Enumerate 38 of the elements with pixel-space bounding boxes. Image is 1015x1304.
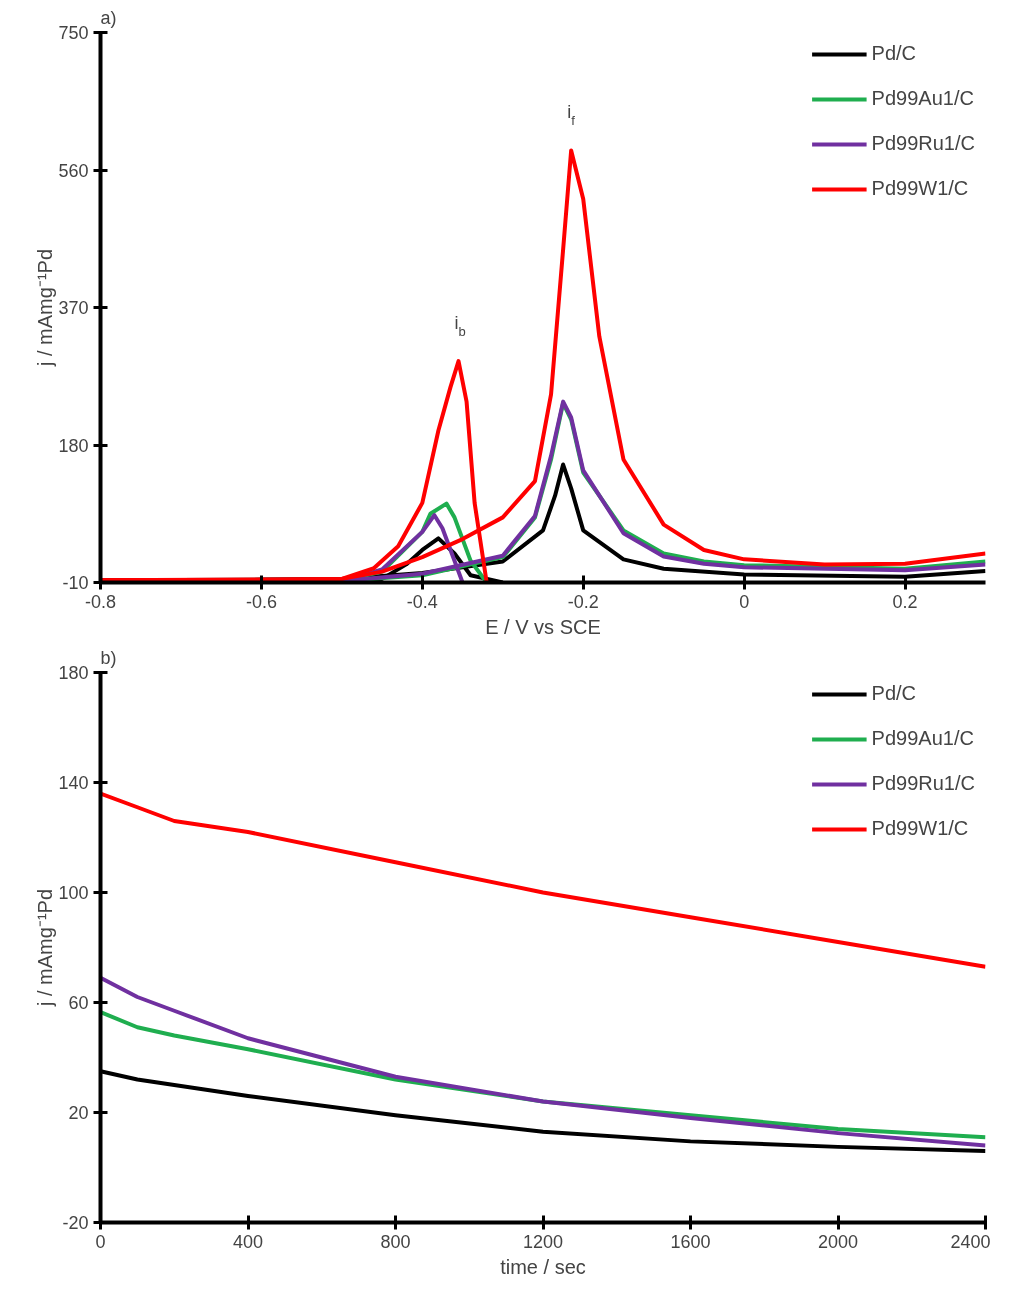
x-tick-label: 0.2 <box>892 591 918 612</box>
x-tick-label: 1600 <box>670 1231 711 1252</box>
x-tick-label: -0.4 <box>406 591 438 612</box>
y-tick-label: 560 <box>58 160 89 181</box>
legend-label: Pd99Au1/C <box>871 727 974 750</box>
x-tick-label: -0.8 <box>84 591 117 612</box>
legend-label: Pd99Au1/C <box>871 87 974 110</box>
legend-label: Pd99W1/C <box>871 817 969 840</box>
y-tick-label: 100 <box>58 883 89 903</box>
y-tick-label: -20 <box>62 1213 89 1233</box>
legend-label: Pd99Ru1/C <box>871 132 975 155</box>
y-tick-label: 750 <box>58 23 89 43</box>
y-tick-label: 20 <box>68 1103 89 1123</box>
y-tick-label: 140 <box>58 773 89 793</box>
legend-label: Pd99W1/C <box>871 177 969 200</box>
legend-label: Pd/C <box>871 42 917 65</box>
x-tick-label: 400 <box>232 1231 264 1252</box>
x-tick-label: 0 <box>95 1231 106 1252</box>
x-tick-label: 1200 <box>522 1231 564 1252</box>
y-tick-label: 180 <box>58 663 89 683</box>
y-tick-label: 370 <box>58 298 89 318</box>
x-axis-title: time / sec <box>500 1255 586 1278</box>
chart-title: b) <box>100 647 117 668</box>
legend-label: Pd99Ru1/C <box>871 772 975 795</box>
chart-title: a) <box>100 7 117 28</box>
x-tick-label: 0 <box>739 591 750 612</box>
x-axis-title: E / V vs SCE <box>485 615 601 638</box>
y-tick-label: 180 <box>58 435 89 456</box>
x-tick-label: 2400 <box>950 1231 991 1252</box>
x-tick-label: 2000 <box>817 1231 859 1252</box>
y-tick-label: 60 <box>68 993 89 1013</box>
y-tick-label: -10 <box>62 573 89 593</box>
y-axis-title: j / mAmg⁻¹Pd <box>33 248 56 368</box>
x-tick-label: 800 <box>380 1231 411 1252</box>
x-tick-label: -0.6 <box>245 591 277 612</box>
legend-label: Pd/C <box>871 682 917 705</box>
y-axis-title: j / mAmg⁻¹Pd <box>33 888 56 1008</box>
x-tick-label: -0.2 <box>567 591 599 612</box>
